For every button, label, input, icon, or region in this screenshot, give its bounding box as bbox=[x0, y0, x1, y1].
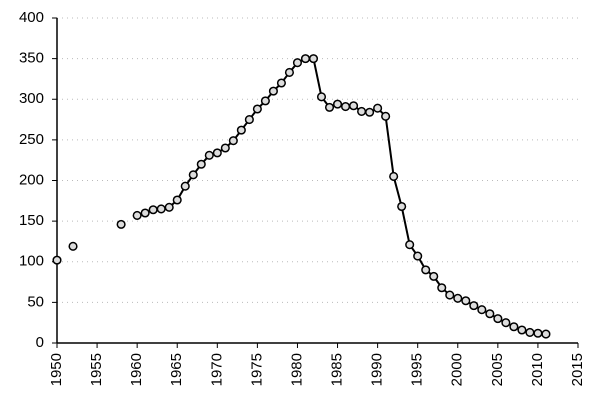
y-tick-label: 300 bbox=[19, 90, 44, 107]
point bbox=[517, 325, 527, 335]
point bbox=[437, 283, 447, 293]
point bbox=[332, 99, 343, 109]
point bbox=[52, 255, 62, 265]
point bbox=[116, 219, 126, 229]
x-tick-label: 1975 bbox=[248, 353, 265, 386]
point bbox=[132, 210, 142, 220]
x-tick-label: 2010 bbox=[529, 353, 546, 386]
point bbox=[341, 102, 351, 112]
point bbox=[381, 111, 391, 121]
series-line bbox=[136, 57, 547, 336]
point bbox=[284, 67, 294, 77]
point bbox=[180, 181, 190, 191]
point bbox=[501, 318, 511, 328]
point bbox=[220, 143, 230, 153]
point bbox=[316, 92, 327, 102]
point bbox=[188, 170, 198, 180]
x-tick-label: 1965 bbox=[168, 353, 185, 386]
point bbox=[244, 115, 254, 125]
point bbox=[300, 54, 311, 64]
point bbox=[421, 265, 431, 275]
point bbox=[397, 201, 407, 212]
point bbox=[373, 103, 383, 113]
point bbox=[429, 271, 439, 281]
point bbox=[212, 148, 222, 158]
x-tick-label: 2015 bbox=[569, 353, 586, 386]
point bbox=[533, 328, 543, 338]
point bbox=[68, 241, 78, 251]
x-tick-label: 1980 bbox=[288, 353, 305, 386]
y-tick-label: 0 bbox=[36, 334, 44, 351]
point bbox=[493, 314, 503, 324]
y-tick-label: 250 bbox=[19, 131, 44, 148]
point bbox=[204, 150, 214, 160]
y-tick-label: 350 bbox=[19, 50, 44, 67]
y-tick-label: 400 bbox=[19, 9, 44, 26]
y-tick-label: 100 bbox=[19, 253, 44, 270]
point bbox=[349, 101, 359, 111]
point bbox=[445, 290, 455, 300]
point bbox=[461, 296, 471, 306]
x-tick-label: 1960 bbox=[128, 353, 145, 386]
point bbox=[268, 86, 278, 96]
x-tick-label: 1950 bbox=[48, 353, 65, 386]
y-tick-label: 50 bbox=[27, 293, 44, 310]
point bbox=[252, 104, 262, 114]
point bbox=[405, 240, 415, 250]
point bbox=[525, 327, 535, 337]
x-tick-label: 1990 bbox=[369, 353, 386, 386]
point bbox=[324, 102, 335, 112]
point bbox=[164, 202, 174, 212]
y-tick-label: 150 bbox=[19, 212, 44, 229]
point bbox=[172, 195, 182, 205]
point bbox=[236, 125, 246, 135]
point bbox=[477, 305, 487, 315]
point bbox=[357, 106, 367, 116]
x-tick-label: 2000 bbox=[449, 353, 466, 386]
x-tick-label: 1995 bbox=[409, 353, 426, 386]
x-tick-label: 1955 bbox=[88, 353, 105, 386]
point bbox=[365, 107, 375, 117]
point bbox=[140, 208, 150, 218]
point bbox=[308, 54, 319, 64]
y-tick-label: 200 bbox=[19, 171, 44, 188]
point bbox=[292, 58, 303, 68]
x-tick-label: 1970 bbox=[208, 353, 225, 386]
point bbox=[453, 293, 463, 303]
point bbox=[196, 159, 206, 169]
point bbox=[260, 96, 270, 106]
point bbox=[228, 136, 238, 146]
x-tick-label: 2005 bbox=[489, 353, 506, 386]
point bbox=[485, 309, 495, 319]
point bbox=[156, 204, 166, 214]
point bbox=[148, 205, 158, 215]
x-tick-label: 1985 bbox=[329, 353, 346, 386]
point bbox=[389, 171, 399, 181]
point bbox=[276, 78, 286, 88]
point bbox=[541, 329, 551, 339]
point bbox=[469, 301, 479, 311]
point bbox=[509, 322, 519, 332]
point bbox=[413, 251, 423, 261]
